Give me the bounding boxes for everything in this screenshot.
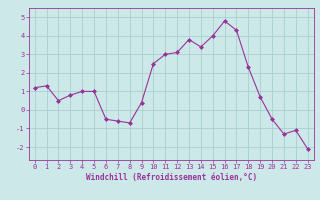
X-axis label: Windchill (Refroidissement éolien,°C): Windchill (Refroidissement éolien,°C) — [86, 173, 257, 182]
